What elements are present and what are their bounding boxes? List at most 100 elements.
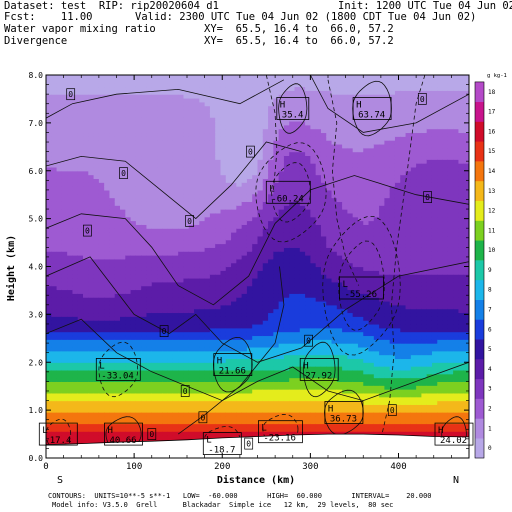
zero-label-text: 0 bbox=[68, 90, 73, 99]
colorbar-level-label: 6 bbox=[488, 326, 492, 333]
extremum-value: 36.73 bbox=[330, 415, 357, 425]
zero-contour-label: 0 bbox=[246, 145, 255, 158]
y-tick-label: 7.0 bbox=[29, 119, 44, 128]
forecast-hour: Fcst: 11.00 bbox=[4, 11, 93, 23]
zero-label-text: 0 bbox=[162, 327, 167, 336]
colorbar-swatch bbox=[475, 161, 484, 182]
extremum-value: 27.92 bbox=[305, 371, 332, 381]
extremum-type: L bbox=[99, 361, 104, 371]
axes: 0.0 1.0 2.0 3.0 4.0 5.0 6.0 7.0 8.0 0 100 200 300 400 bbox=[29, 71, 469, 472]
extremum-value: -23.16 bbox=[263, 434, 296, 444]
extremum-value: -60.24 bbox=[271, 194, 304, 204]
y-tick-label: 5.0 bbox=[29, 215, 44, 224]
extremum-value: -55.26 bbox=[345, 290, 378, 300]
extremum-value: 35.4 bbox=[282, 111, 304, 121]
zero-contour-label: 0 bbox=[66, 88, 76, 101]
colorbar-level-label: 11 bbox=[488, 227, 496, 234]
zero-contour-label: 0 bbox=[119, 167, 128, 179]
zero-label-text: 0 bbox=[200, 413, 205, 422]
zero-contour-label: 0 bbox=[244, 437, 254, 450]
extremum-type: L bbox=[206, 436, 211, 446]
zero-contour-label: 0 bbox=[83, 224, 92, 237]
colorbar-swatch bbox=[475, 180, 484, 201]
mixing-ratio-fill bbox=[46, 75, 469, 458]
y-tick-label: 0.0 bbox=[29, 454, 44, 463]
zero-label-text: 0 bbox=[425, 193, 430, 202]
y-tick-label: 1.0 bbox=[29, 406, 44, 415]
zero-label-text: 0 bbox=[149, 430, 154, 439]
y-tick-label: 3.0 bbox=[29, 310, 44, 319]
zero-label-text: 0 bbox=[248, 148, 253, 157]
extremum-value: -33.04 bbox=[101, 371, 134, 381]
extremum-type: L bbox=[261, 424, 266, 434]
colorbar-swatch bbox=[475, 200, 484, 221]
colorbar-swatch bbox=[475, 378, 484, 399]
terrain bbox=[45, 433, 470, 459]
colorbar-level-label: 4 bbox=[488, 366, 492, 373]
x-tick-label: 200 bbox=[214, 462, 230, 472]
zero-label-text: 0 bbox=[390, 406, 395, 415]
x-tick-label: 100 bbox=[126, 462, 142, 472]
y-tick-label: 8.0 bbox=[29, 71, 44, 80]
colorbar-level-label: 0 bbox=[488, 445, 492, 452]
field-2-label: Divergence bbox=[4, 35, 68, 47]
colorbar-level-label: 3 bbox=[488, 386, 492, 393]
zero-contour-label: 0 bbox=[159, 325, 169, 337]
colorbar-swatch bbox=[475, 81, 484, 103]
colorbar-level-label: 5 bbox=[488, 346, 492, 353]
extremum-low: L-60.24 bbox=[265, 180, 311, 204]
zero-contour-label: 0 bbox=[387, 404, 397, 416]
colorbar-swatch bbox=[475, 101, 484, 122]
extremum-type: H bbox=[438, 426, 443, 436]
zero-contour-label: 0 bbox=[180, 385, 190, 397]
zero-label-text: 0 bbox=[121, 169, 126, 178]
extremum-value: 40.66 bbox=[110, 436, 137, 446]
zero-label-text: 0 bbox=[306, 337, 311, 346]
field-1-label: Water vapor mixing ratio bbox=[4, 23, 156, 35]
dataset-label: Dataset: test RIP: rip20020604 d1 bbox=[4, 0, 219, 12]
colorbar-unit: g kg-1 bbox=[487, 73, 507, 79]
extremum-type: L bbox=[343, 280, 348, 290]
zero-contour-label: 0 bbox=[185, 215, 194, 227]
colorbar-swatch bbox=[475, 141, 484, 162]
colorbar-level-label: 16 bbox=[488, 128, 496, 135]
x-axis-title: Distance (km) bbox=[217, 474, 295, 486]
extremum-type: H bbox=[303, 361, 308, 371]
colorbar-swatch bbox=[475, 398, 484, 419]
extremum-type: H bbox=[217, 357, 222, 367]
extremum-high: H21.66 bbox=[213, 353, 253, 377]
x-axis-end-south: S bbox=[57, 475, 63, 486]
extremum-value: -18.7 bbox=[208, 446, 235, 456]
colorbar-swatch bbox=[475, 121, 484, 142]
colorbar-level-label: 13 bbox=[488, 188, 496, 195]
colorbar-level-label: 9 bbox=[488, 267, 492, 274]
extremum-type: H bbox=[356, 101, 361, 111]
extremum-high: H40.66 bbox=[104, 422, 143, 446]
zero-contour-label: 0 bbox=[198, 411, 208, 424]
extremum-low: L-17.4 bbox=[38, 422, 78, 446]
colorbar-swatch bbox=[475, 299, 484, 320]
extremum-low: L-55.26 bbox=[339, 276, 384, 300]
colorbar-swatch bbox=[475, 240, 484, 261]
colorbar-swatch bbox=[475, 260, 484, 281]
y-tick-label: 6.0 bbox=[29, 167, 44, 176]
zero-label-text: 0 bbox=[183, 387, 188, 396]
extremum-high: H63.74 bbox=[352, 97, 392, 121]
extremum-value: 24.02 bbox=[440, 436, 467, 446]
colorbar-swatch bbox=[475, 220, 484, 241]
extremum-high: H27.92 bbox=[299, 357, 339, 381]
zero-label-text: 0 bbox=[420, 95, 425, 104]
extremum-type: L bbox=[42, 426, 47, 436]
extremum-low: L-23.16 bbox=[257, 420, 303, 444]
extremum-value: 63.74 bbox=[358, 111, 385, 121]
extremum-type: H bbox=[328, 405, 333, 415]
colorbar-swatch bbox=[475, 438, 484, 459]
colorbar-level-label: 2 bbox=[488, 406, 492, 413]
y-tick-label: 4.0 bbox=[29, 263, 44, 272]
colorbar-level-label: 8 bbox=[488, 287, 492, 294]
colorbar-swatch bbox=[475, 359, 484, 380]
colorbar-level-label: 15 bbox=[488, 148, 496, 155]
x-tick-label: 0 bbox=[43, 462, 48, 472]
